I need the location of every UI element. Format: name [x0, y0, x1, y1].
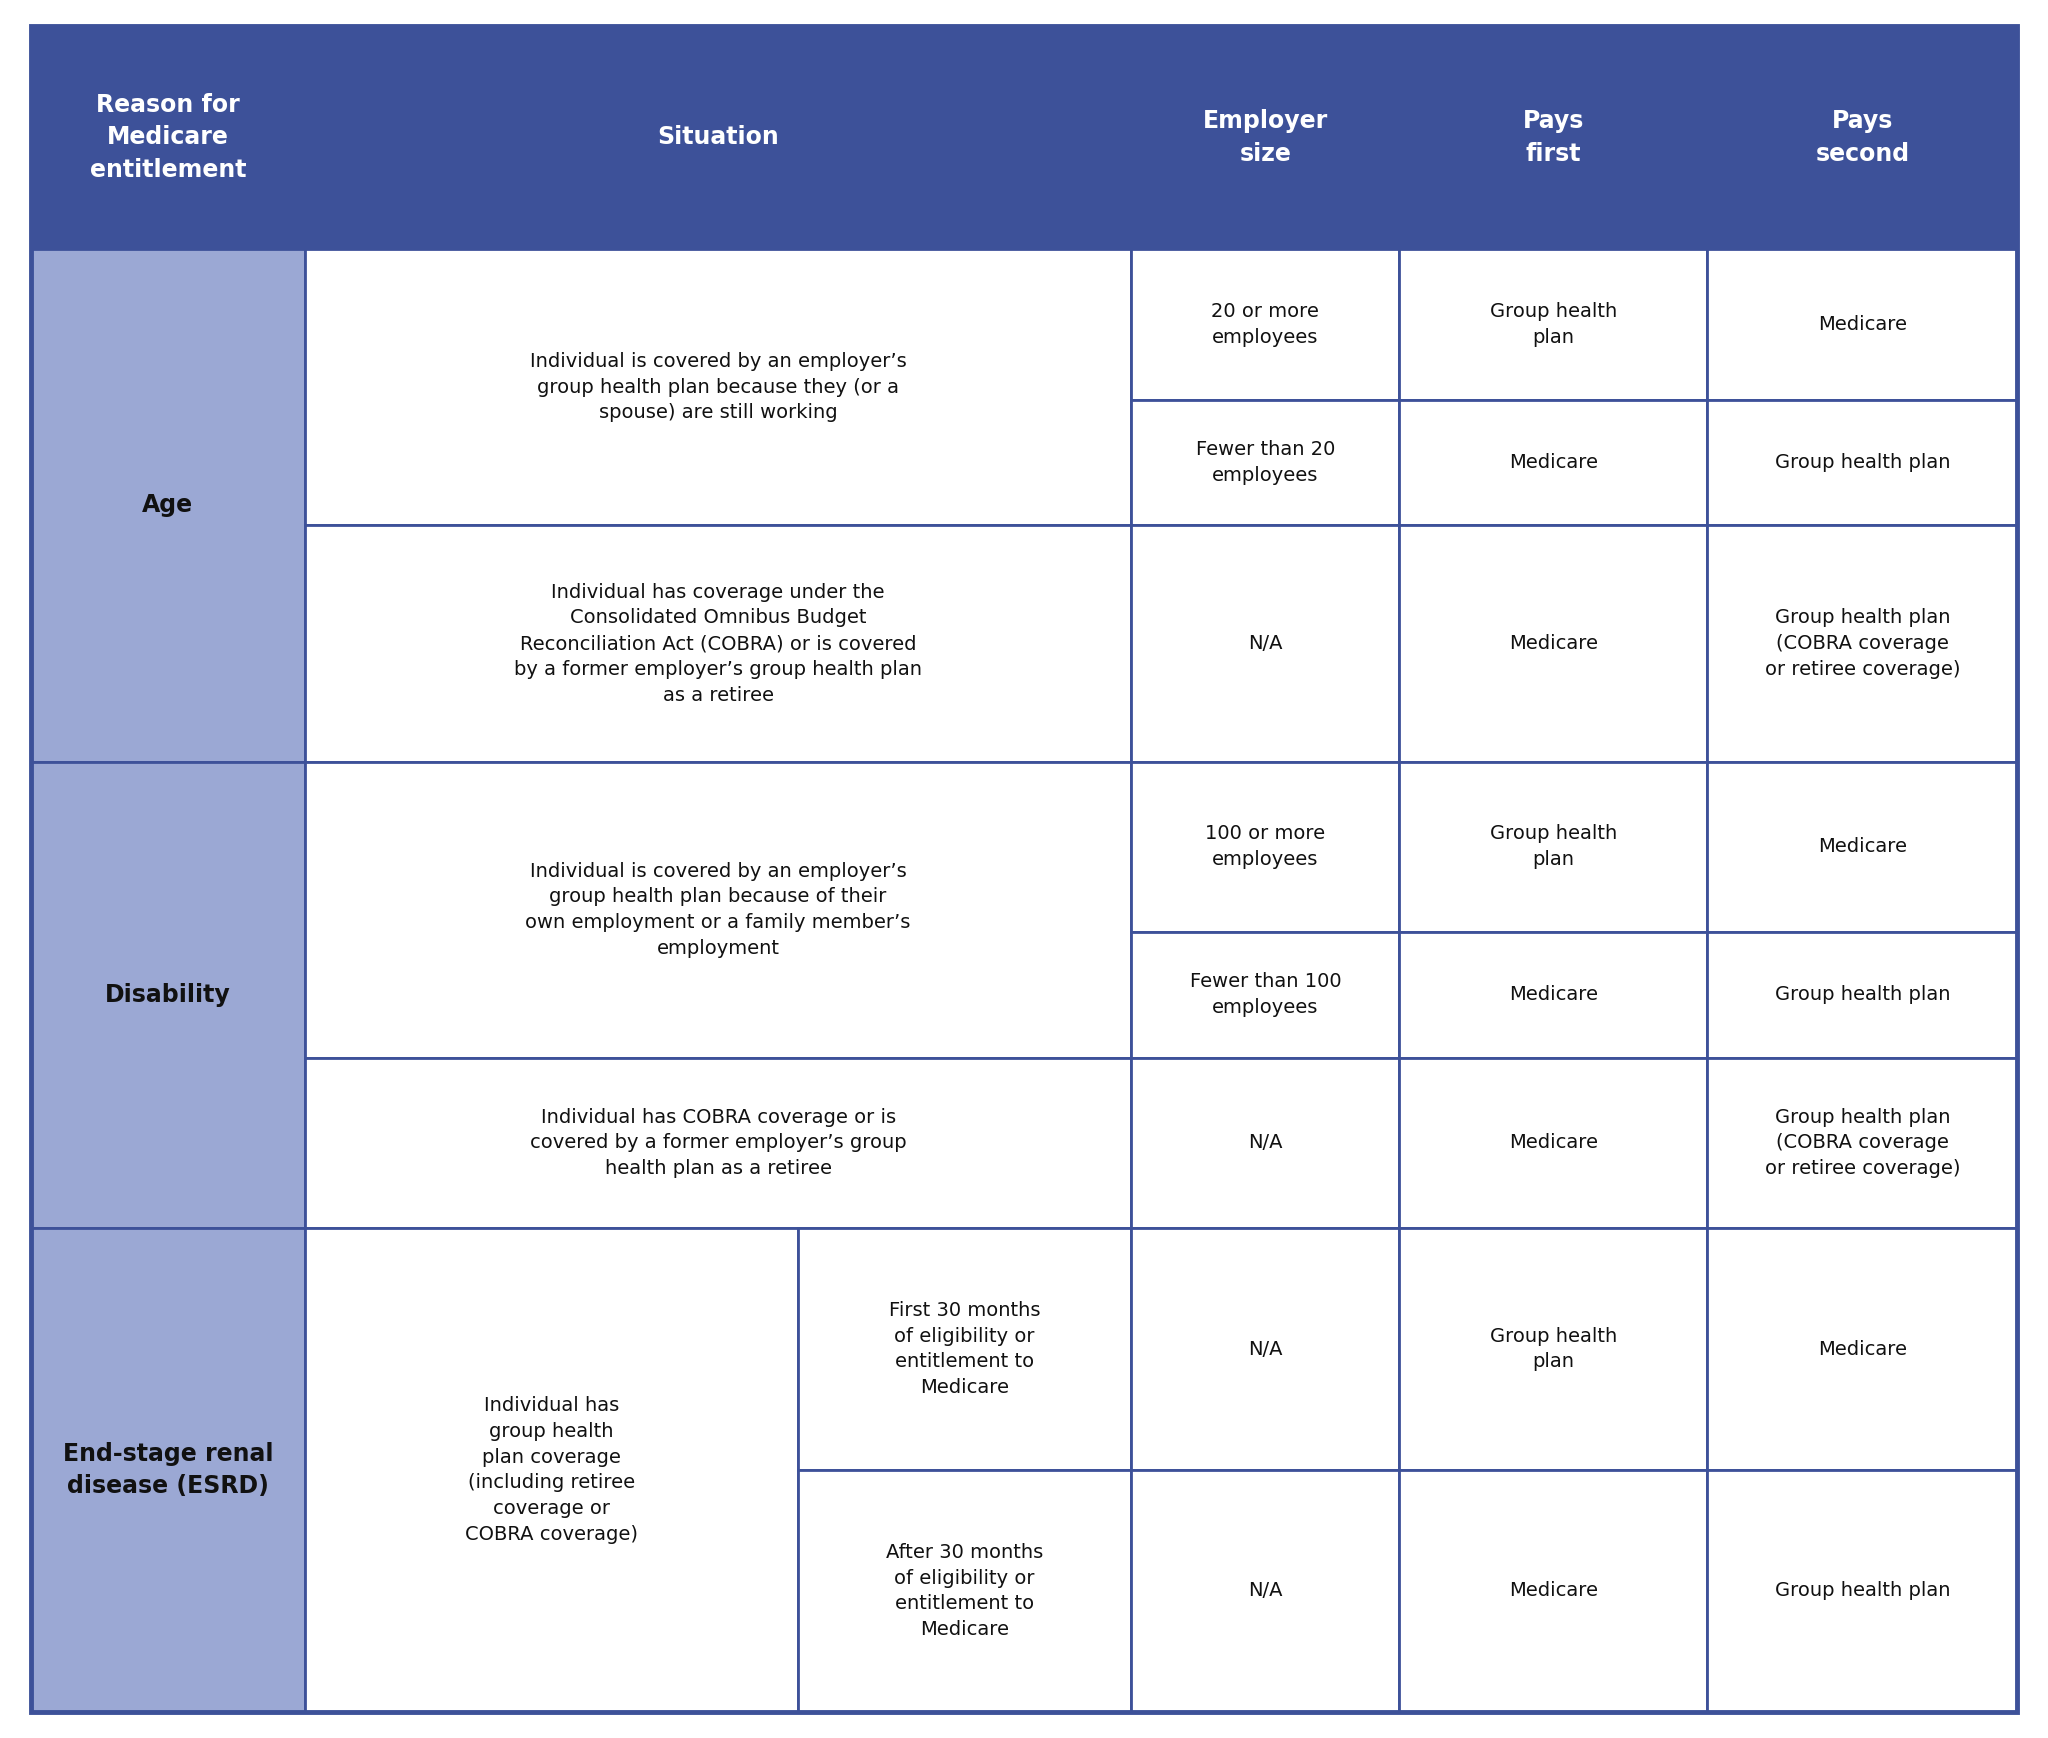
Text: N/A: N/A — [1247, 634, 1282, 653]
Text: First 30 months
of eligibility or
entitlement to
Medicare: First 30 months of eligibility or entitl… — [889, 1300, 1040, 1397]
Text: Medicare: Medicare — [1509, 634, 1597, 653]
Bar — [1708, 1470, 2017, 1712]
Text: Pays
first: Pays first — [1524, 109, 1583, 165]
Bar — [1399, 400, 1708, 525]
Bar — [1130, 1058, 1399, 1229]
Text: Medicare: Medicare — [1819, 838, 1907, 857]
Text: Individual has COBRA coverage or is
covered by a former employer’s group
health : Individual has COBRA coverage or is cove… — [530, 1107, 907, 1178]
Text: N/A: N/A — [1247, 1133, 1282, 1152]
Text: Individual has
group health
plan coverage
(including retiree
coverage or
COBRA c: Individual has group health plan coverag… — [465, 1396, 637, 1543]
Bar — [1399, 1229, 1708, 1470]
Text: Situation: Situation — [657, 125, 778, 149]
Bar — [1130, 932, 1399, 1058]
Text: Individual is covered by an employer’s
group health plan because they (or a
spou: Individual is covered by an employer’s g… — [530, 351, 907, 422]
Bar — [1708, 525, 2017, 761]
Bar — [1708, 1058, 2017, 1229]
Bar — [1708, 932, 2017, 1058]
Text: Individual is covered by an employer’s
group health plan because of their
own em: Individual is covered by an employer’s g… — [526, 862, 911, 958]
Bar — [1399, 525, 1708, 761]
Text: Fewer than 100
employees: Fewer than 100 employees — [1190, 973, 1341, 1017]
Text: Age: Age — [141, 494, 193, 518]
Text: Fewer than 20
employees: Fewer than 20 employees — [1196, 440, 1335, 485]
Bar — [1708, 249, 2017, 400]
Bar — [1130, 249, 1399, 400]
Bar — [31, 26, 305, 249]
Text: Pays
second: Pays second — [1815, 109, 1909, 165]
Bar — [31, 1229, 305, 1712]
Bar — [1708, 1229, 2017, 1470]
Text: Medicare: Medicare — [1509, 454, 1597, 473]
Text: 100 or more
employees: 100 or more employees — [1206, 824, 1325, 869]
Text: Group health
plan: Group health plan — [1489, 1326, 1618, 1371]
Bar — [797, 1229, 1130, 1470]
Text: Group health plan
(COBRA coverage
or retiree coverage): Group health plan (COBRA coverage or ret… — [1765, 1107, 1960, 1178]
Text: End-stage renal
disease (ESRD): End-stage renal disease (ESRD) — [63, 1443, 272, 1498]
Bar — [797, 1470, 1130, 1712]
Text: Employer
size: Employer size — [1202, 109, 1327, 165]
Bar — [1399, 1470, 1708, 1712]
Bar — [1708, 761, 2017, 932]
Text: Individual has coverage under the
Consolidated Omnibus Budget
Reconciliation Act: Individual has coverage under the Consol… — [514, 582, 922, 704]
Bar — [305, 525, 1130, 761]
Text: N/A: N/A — [1247, 1340, 1282, 1359]
Bar — [1130, 1470, 1399, 1712]
Text: Group health
plan: Group health plan — [1489, 824, 1618, 869]
Bar — [1708, 400, 2017, 525]
Text: Reason for
Medicare
entitlement: Reason for Medicare entitlement — [90, 92, 246, 182]
Text: After 30 months
of eligibility or
entitlement to
Medicare: After 30 months of eligibility or entitl… — [887, 1543, 1042, 1639]
Bar — [1130, 26, 1399, 249]
Text: Disability: Disability — [104, 982, 231, 1006]
Bar — [1708, 26, 2017, 249]
Bar — [1399, 1058, 1708, 1229]
Text: Medicare: Medicare — [1509, 985, 1597, 1005]
Text: Group health plan: Group health plan — [1774, 985, 1950, 1005]
Bar — [1399, 26, 1708, 249]
Text: Group health plan: Group health plan — [1774, 454, 1950, 473]
Bar — [1399, 932, 1708, 1058]
Bar — [1130, 400, 1399, 525]
Bar — [1399, 249, 1708, 400]
Bar — [1130, 1229, 1399, 1470]
Bar — [305, 761, 1130, 1058]
Text: Medicare: Medicare — [1509, 1133, 1597, 1152]
Bar — [1130, 525, 1399, 761]
Bar — [31, 249, 305, 761]
Text: Medicare: Medicare — [1819, 315, 1907, 334]
Text: Medicare: Medicare — [1819, 1340, 1907, 1359]
Bar — [1130, 761, 1399, 932]
Bar — [1399, 761, 1708, 932]
Bar — [305, 1229, 797, 1712]
Bar — [305, 249, 1130, 525]
Text: Group health
plan: Group health plan — [1489, 302, 1618, 346]
Text: 20 or more
employees: 20 or more employees — [1212, 302, 1319, 346]
Bar — [305, 1058, 1130, 1229]
Text: Group health plan
(COBRA coverage
or retiree coverage): Group health plan (COBRA coverage or ret… — [1765, 608, 1960, 680]
Text: Medicare: Medicare — [1509, 1582, 1597, 1601]
Bar — [305, 26, 1130, 249]
Text: N/A: N/A — [1247, 1582, 1282, 1601]
Bar — [31, 761, 305, 1229]
Text: Group health plan: Group health plan — [1774, 1582, 1950, 1601]
